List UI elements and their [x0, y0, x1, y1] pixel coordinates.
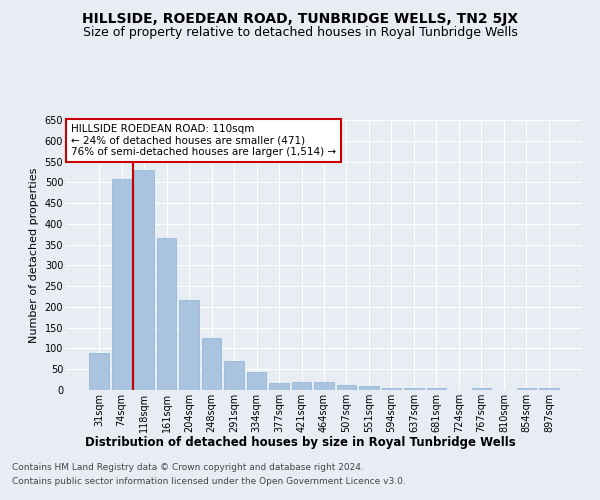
- Bar: [539, 388, 559, 390]
- Bar: [314, 382, 334, 390]
- Bar: [359, 386, 379, 390]
- Text: HILLSIDE ROEDEAN ROAD: 110sqm
← 24% of detached houses are smaller (471)
76% of : HILLSIDE ROEDEAN ROAD: 110sqm ← 24% of d…: [71, 124, 336, 157]
- Bar: [337, 385, 356, 390]
- Bar: [202, 338, 221, 390]
- Bar: [382, 388, 401, 390]
- Bar: [472, 388, 491, 390]
- Bar: [269, 384, 289, 390]
- Bar: [112, 180, 131, 390]
- Bar: [517, 388, 536, 390]
- Bar: [224, 361, 244, 390]
- Bar: [427, 388, 446, 390]
- Bar: [179, 300, 199, 390]
- Text: Contains HM Land Registry data © Crown copyright and database right 2024.: Contains HM Land Registry data © Crown c…: [12, 464, 364, 472]
- Text: Distribution of detached houses by size in Royal Tunbridge Wells: Distribution of detached houses by size …: [85, 436, 515, 449]
- Bar: [292, 382, 311, 390]
- Bar: [404, 388, 424, 390]
- Text: Contains public sector information licensed under the Open Government Licence v3: Contains public sector information licen…: [12, 477, 406, 486]
- Bar: [89, 352, 109, 390]
- Bar: [157, 238, 176, 390]
- Y-axis label: Number of detached properties: Number of detached properties: [29, 168, 39, 342]
- Text: HILLSIDE, ROEDEAN ROAD, TUNBRIDGE WELLS, TN2 5JX: HILLSIDE, ROEDEAN ROAD, TUNBRIDGE WELLS,…: [82, 12, 518, 26]
- Text: Size of property relative to detached houses in Royal Tunbridge Wells: Size of property relative to detached ho…: [83, 26, 517, 39]
- Bar: [134, 170, 154, 390]
- Bar: [247, 372, 266, 390]
